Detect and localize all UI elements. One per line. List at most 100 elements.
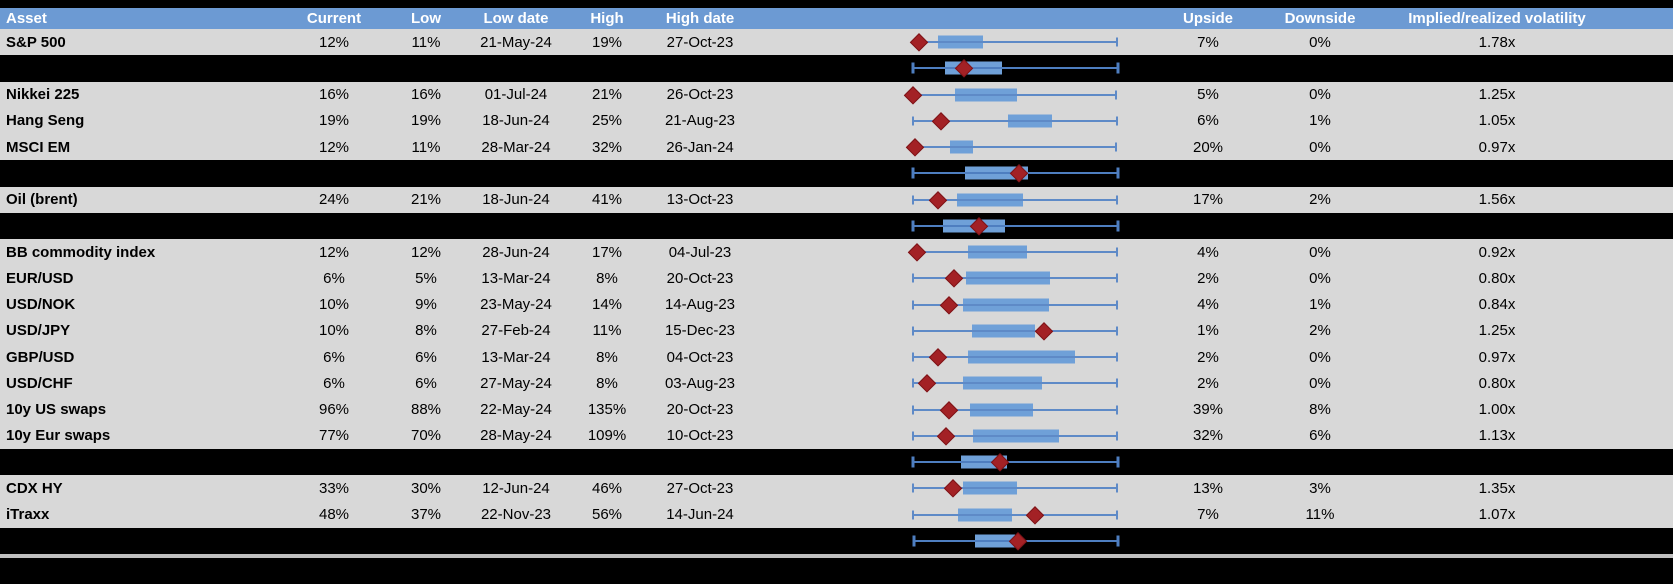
cell-range-plot [746, 292, 1156, 318]
cell-range-plot [746, 423, 1156, 449]
cell-downside: 2% [1309, 191, 1331, 209]
cell-low-date: 13-Mar-24 [481, 269, 551, 287]
header-asset: Asset [6, 10, 47, 27]
cell-low: 8% [415, 322, 437, 340]
current-marker [1026, 505, 1044, 524]
summary-row [0, 527, 1673, 554]
header-implied-realized: Implied/realized volatility [1408, 10, 1586, 27]
cell-current: 12% [318, 243, 350, 261]
aggregate-range-boxplot [905, 528, 1120, 554]
whisker-line [913, 513, 1117, 516]
cell-high-date: 26-Jan-24 [666, 138, 734, 156]
whisker-cap-high [1115, 352, 1118, 362]
whisker-cap-low [912, 483, 915, 493]
cell-downside: 0% [1309, 374, 1331, 392]
cell-range-plot [746, 528, 1156, 554]
current-marker [940, 295, 958, 314]
table-row: USD/CHF 6% 6% 27-May-24 8% 03-Aug-23 2% … [0, 370, 1673, 397]
cell-upside: 13% [1192, 479, 1224, 497]
cell-high: 17% [591, 243, 623, 261]
whisker-cap-high [1115, 483, 1118, 493]
cell-spacer [1614, 134, 1673, 160]
cell-implied-realized: 1.25x [1478, 322, 1516, 340]
cell-spacer [1614, 29, 1673, 55]
top-border [0, 0, 1673, 8]
cell-implied-realized: 1.07x [1478, 506, 1516, 524]
cell-upside: 39% [1192, 401, 1224, 419]
table-row: S&P 500 12% 11% 21-May-24 19% 27-Oct-23 … [0, 29, 1673, 56]
aggregate-range-boxplot [905, 449, 1120, 475]
range-boxplot [905, 502, 1118, 528]
summary-row [0, 55, 1673, 82]
cell-high: 21% [591, 86, 623, 104]
cell-upside: 7% [1197, 506, 1219, 524]
cell-low: 12% [410, 243, 442, 261]
whisker-cap-high [1115, 195, 1118, 205]
whisker-cap-high [1115, 273, 1118, 283]
cell-current: 6% [323, 348, 345, 366]
table-row: iTraxx 48% 37% 22-Nov-23 56% 14-Jun-24 7… [0, 501, 1673, 528]
table-row: GBP/USD 6% 6% 13-Mar-24 8% 04-Oct-23 2% … [0, 344, 1673, 371]
cell-implied-realized: 0.92x [1478, 243, 1516, 261]
whisker-cap-high [1115, 431, 1118, 441]
whisker-line [913, 198, 1117, 201]
whisker-line [913, 356, 1117, 359]
whisker-cap-low [912, 300, 915, 310]
cell-upside: 4% [1197, 243, 1219, 261]
whisker-cap-high [1115, 326, 1118, 336]
current-marker [932, 112, 950, 130]
cell-asset: USD/CHF [6, 374, 73, 392]
cell-asset: GBP/USD [6, 348, 75, 366]
cell-spacer [1614, 318, 1673, 344]
whisker-line [913, 329, 1117, 332]
cell-low-date: 21-May-24 [480, 33, 552, 51]
cell-range-plot [746, 29, 1156, 55]
cell-high: 8% [596, 269, 618, 287]
cell-high-date: 20-Oct-23 [666, 401, 734, 419]
range-boxplot [905, 344, 1118, 370]
cell-asset: MSCI EM [6, 138, 71, 156]
whisker-cap-high [1116, 456, 1120, 468]
cell-high: 8% [596, 374, 618, 392]
cell-high: 19% [591, 33, 623, 51]
header-low-date: Low date [483, 10, 549, 27]
whisker-cap-low [912, 431, 915, 441]
cell-implied-realized: 1.25x [1478, 86, 1516, 104]
range-boxplot [905, 187, 1118, 213]
header-high: High [590, 10, 624, 27]
cell-current: 6% [323, 269, 345, 287]
cell-low: 70% [410, 427, 442, 445]
cell-asset: USD/NOK [6, 296, 76, 314]
cell-low-date: 22-May-24 [480, 401, 552, 419]
range-boxplot [905, 29, 1118, 55]
cell-low: 21% [410, 191, 442, 209]
cell-implied-realized: 1.05x [1478, 112, 1516, 130]
whisker-cap-high [1116, 62, 1120, 74]
whisker-cap-high [1116, 535, 1120, 547]
table-row: Oil (brent) 24% 21% 18-Jun-24 41% 13-Oct… [0, 186, 1673, 213]
cell-spacer [1614, 370, 1673, 396]
cell-low: 16% [410, 86, 442, 104]
header-current: Current [306, 10, 362, 27]
cell-downside: 0% [1309, 243, 1331, 261]
table-row: Hang Seng 19% 19% 18-Jun-24 25% 21-Aug-2… [0, 107, 1673, 134]
cell-low-date: 18-Jun-24 [482, 112, 550, 130]
range-boxplot [905, 108, 1118, 134]
cell-downside: 11% [1305, 506, 1335, 524]
cell-asset: EUR/USD [6, 269, 74, 287]
cell-high: 25% [591, 112, 623, 130]
cell-spacer [1614, 502, 1673, 528]
whisker-cap-low [912, 510, 915, 520]
cell-upside: 1% [1197, 322, 1219, 340]
cell-range-plot [746, 108, 1156, 134]
whisker-cap-low [912, 116, 915, 126]
cell-upside: 4% [1197, 296, 1219, 314]
cell-current: 12% [318, 138, 350, 156]
whisker-line [915, 251, 1117, 254]
range-boxplot [905, 475, 1118, 501]
cell-upside: 6% [1197, 112, 1219, 130]
cell-high-date: 04-Oct-23 [666, 348, 734, 366]
cell-spacer [1614, 187, 1673, 213]
cell-high: 56% [591, 506, 623, 524]
